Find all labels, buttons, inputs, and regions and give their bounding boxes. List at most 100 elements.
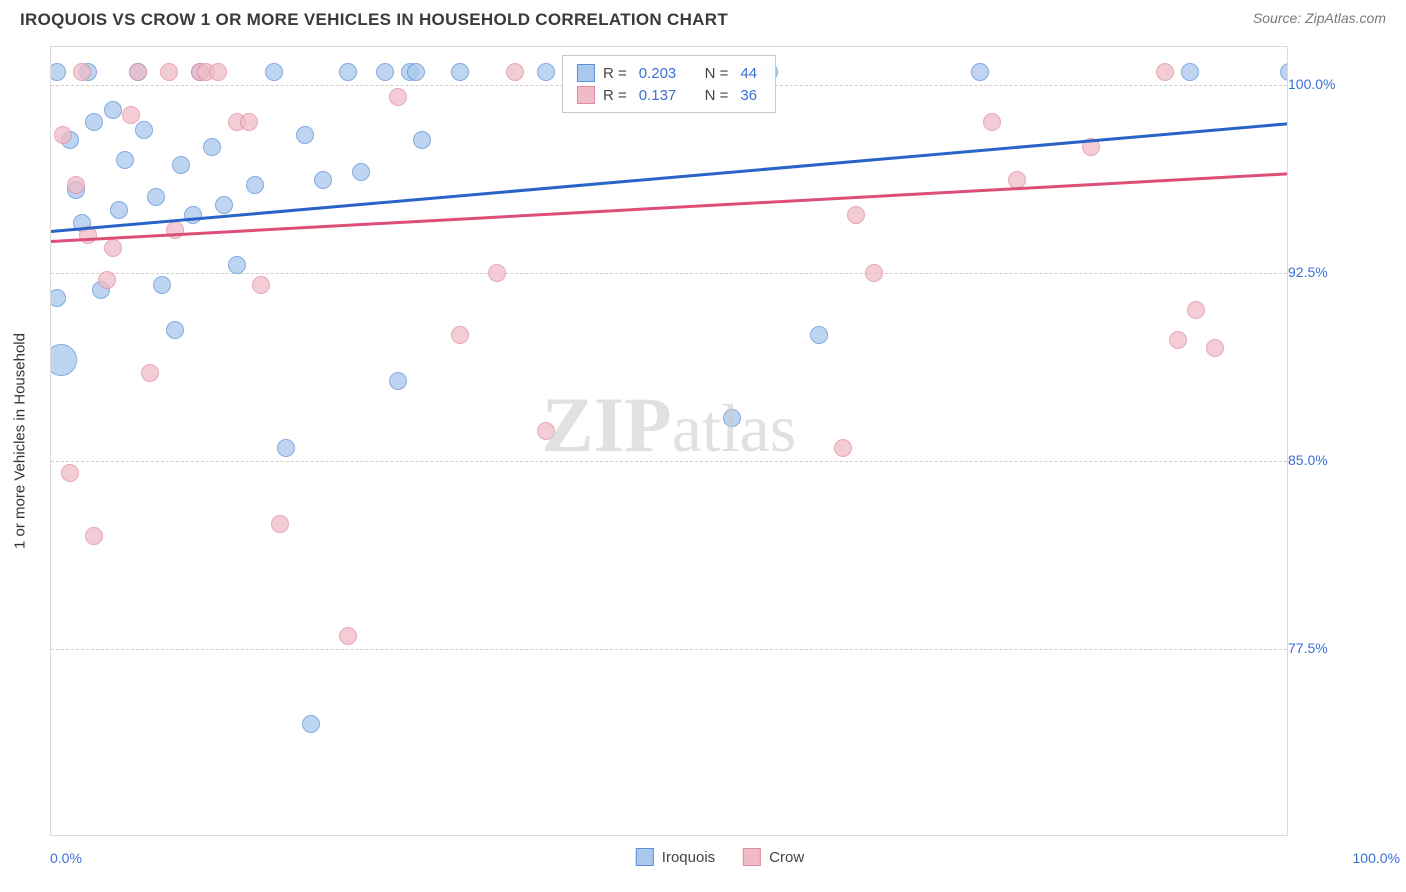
data-point bbox=[73, 63, 91, 81]
data-point bbox=[810, 326, 828, 344]
legend-swatch bbox=[577, 64, 595, 82]
data-point bbox=[296, 126, 314, 144]
data-point bbox=[215, 196, 233, 214]
y-tick-label: 85.0% bbox=[1288, 452, 1368, 468]
legend-n-label: N = bbox=[705, 87, 729, 104]
data-point bbox=[98, 271, 116, 289]
data-point bbox=[971, 63, 989, 81]
data-point bbox=[451, 326, 469, 344]
data-point bbox=[389, 372, 407, 390]
data-point bbox=[451, 63, 469, 81]
x-tick bbox=[1165, 835, 1166, 836]
legend-swatch bbox=[636, 848, 654, 866]
data-point bbox=[413, 131, 431, 149]
y-axis-title: 1 or more Vehicles in Household bbox=[12, 333, 29, 549]
trend-line bbox=[51, 172, 1288, 242]
x-tick bbox=[51, 835, 52, 836]
data-point bbox=[166, 221, 184, 239]
data-point bbox=[983, 113, 1001, 131]
chart-header: IROQUOIS VS CROW 1 OR MORE VEHICLES IN H… bbox=[0, 0, 1406, 38]
legend-r-value: 0.137 bbox=[639, 87, 677, 104]
watermark: ZIPatlas bbox=[542, 380, 797, 470]
legend-n-label: N = bbox=[705, 65, 729, 82]
legend-r-label: R = bbox=[603, 87, 627, 104]
chart-title: IROQUOIS VS CROW 1 OR MORE VEHICLES IN H… bbox=[20, 10, 728, 30]
data-point bbox=[240, 113, 258, 131]
data-point bbox=[376, 63, 394, 81]
data-point bbox=[1156, 63, 1174, 81]
data-point bbox=[252, 276, 270, 294]
data-point bbox=[834, 439, 852, 457]
data-point bbox=[265, 63, 283, 81]
data-point bbox=[246, 176, 264, 194]
data-point bbox=[277, 439, 295, 457]
legend-row: R = 0.203 N = 44 bbox=[577, 62, 761, 84]
legend-n-value: 44 bbox=[740, 65, 757, 82]
data-point bbox=[85, 113, 103, 131]
data-point bbox=[1181, 63, 1199, 81]
y-tick-label: 100.0% bbox=[1288, 76, 1368, 92]
data-point bbox=[54, 126, 72, 144]
data-point bbox=[61, 464, 79, 482]
legend-r-value: 0.203 bbox=[639, 65, 677, 82]
data-point bbox=[339, 627, 357, 645]
x-tick bbox=[794, 835, 795, 836]
y-tick-label: 92.5% bbox=[1288, 264, 1368, 280]
x-tick bbox=[175, 835, 176, 836]
data-point bbox=[271, 515, 289, 533]
chart-container: 1 or more Vehicles in Household ZIPatlas… bbox=[50, 46, 1390, 836]
legend-label: Crow bbox=[769, 849, 804, 866]
gridline bbox=[51, 649, 1287, 650]
gridline bbox=[51, 461, 1287, 462]
data-point bbox=[228, 256, 246, 274]
legend-item: Iroquois bbox=[636, 848, 715, 866]
data-point bbox=[847, 206, 865, 224]
x-max-label: 100.0% bbox=[1353, 850, 1400, 866]
data-point bbox=[116, 151, 134, 169]
x-tick bbox=[299, 835, 300, 836]
stats-legend: R = 0.203 N = 44 R = 0.137 N = 36 bbox=[562, 55, 776, 113]
x-tick bbox=[546, 835, 547, 836]
data-point bbox=[160, 63, 178, 81]
data-point bbox=[352, 163, 370, 181]
data-point bbox=[302, 715, 320, 733]
watermark-light: atlas bbox=[672, 390, 797, 466]
data-point bbox=[135, 121, 153, 139]
data-point bbox=[723, 409, 741, 427]
data-point bbox=[1169, 331, 1187, 349]
data-point bbox=[110, 201, 128, 219]
x-tick bbox=[918, 835, 919, 836]
x-tick bbox=[422, 835, 423, 836]
data-point bbox=[85, 527, 103, 545]
legend-n-value: 36 bbox=[740, 87, 757, 104]
data-point bbox=[147, 188, 165, 206]
data-point bbox=[153, 276, 171, 294]
x-min-label: 0.0% bbox=[50, 850, 82, 866]
data-point bbox=[122, 106, 140, 124]
data-point bbox=[141, 364, 159, 382]
data-point bbox=[339, 63, 357, 81]
trend-line bbox=[51, 122, 1288, 232]
data-point bbox=[104, 101, 122, 119]
data-point bbox=[203, 138, 221, 156]
data-point bbox=[172, 156, 190, 174]
legend-item: Crow bbox=[743, 848, 804, 866]
legend-row: R = 0.137 N = 36 bbox=[577, 84, 761, 106]
data-point bbox=[166, 321, 184, 339]
legend-r-label: R = bbox=[603, 65, 627, 82]
data-point bbox=[50, 344, 77, 376]
data-point bbox=[314, 171, 332, 189]
data-point bbox=[50, 289, 66, 307]
y-tick-label: 77.5% bbox=[1288, 640, 1368, 656]
data-point bbox=[50, 63, 66, 81]
data-point bbox=[537, 63, 555, 81]
data-point bbox=[1187, 301, 1205, 319]
legend-label: Iroquois bbox=[662, 849, 715, 866]
data-point bbox=[407, 63, 425, 81]
data-point bbox=[865, 264, 883, 282]
data-point bbox=[537, 422, 555, 440]
data-point bbox=[209, 63, 227, 81]
data-point bbox=[1280, 63, 1288, 81]
plot-area: ZIPatlas R = 0.203 N = 44 R = 0.137 N = 36 bbox=[50, 46, 1288, 836]
watermark-bold: ZIP bbox=[542, 381, 672, 468]
